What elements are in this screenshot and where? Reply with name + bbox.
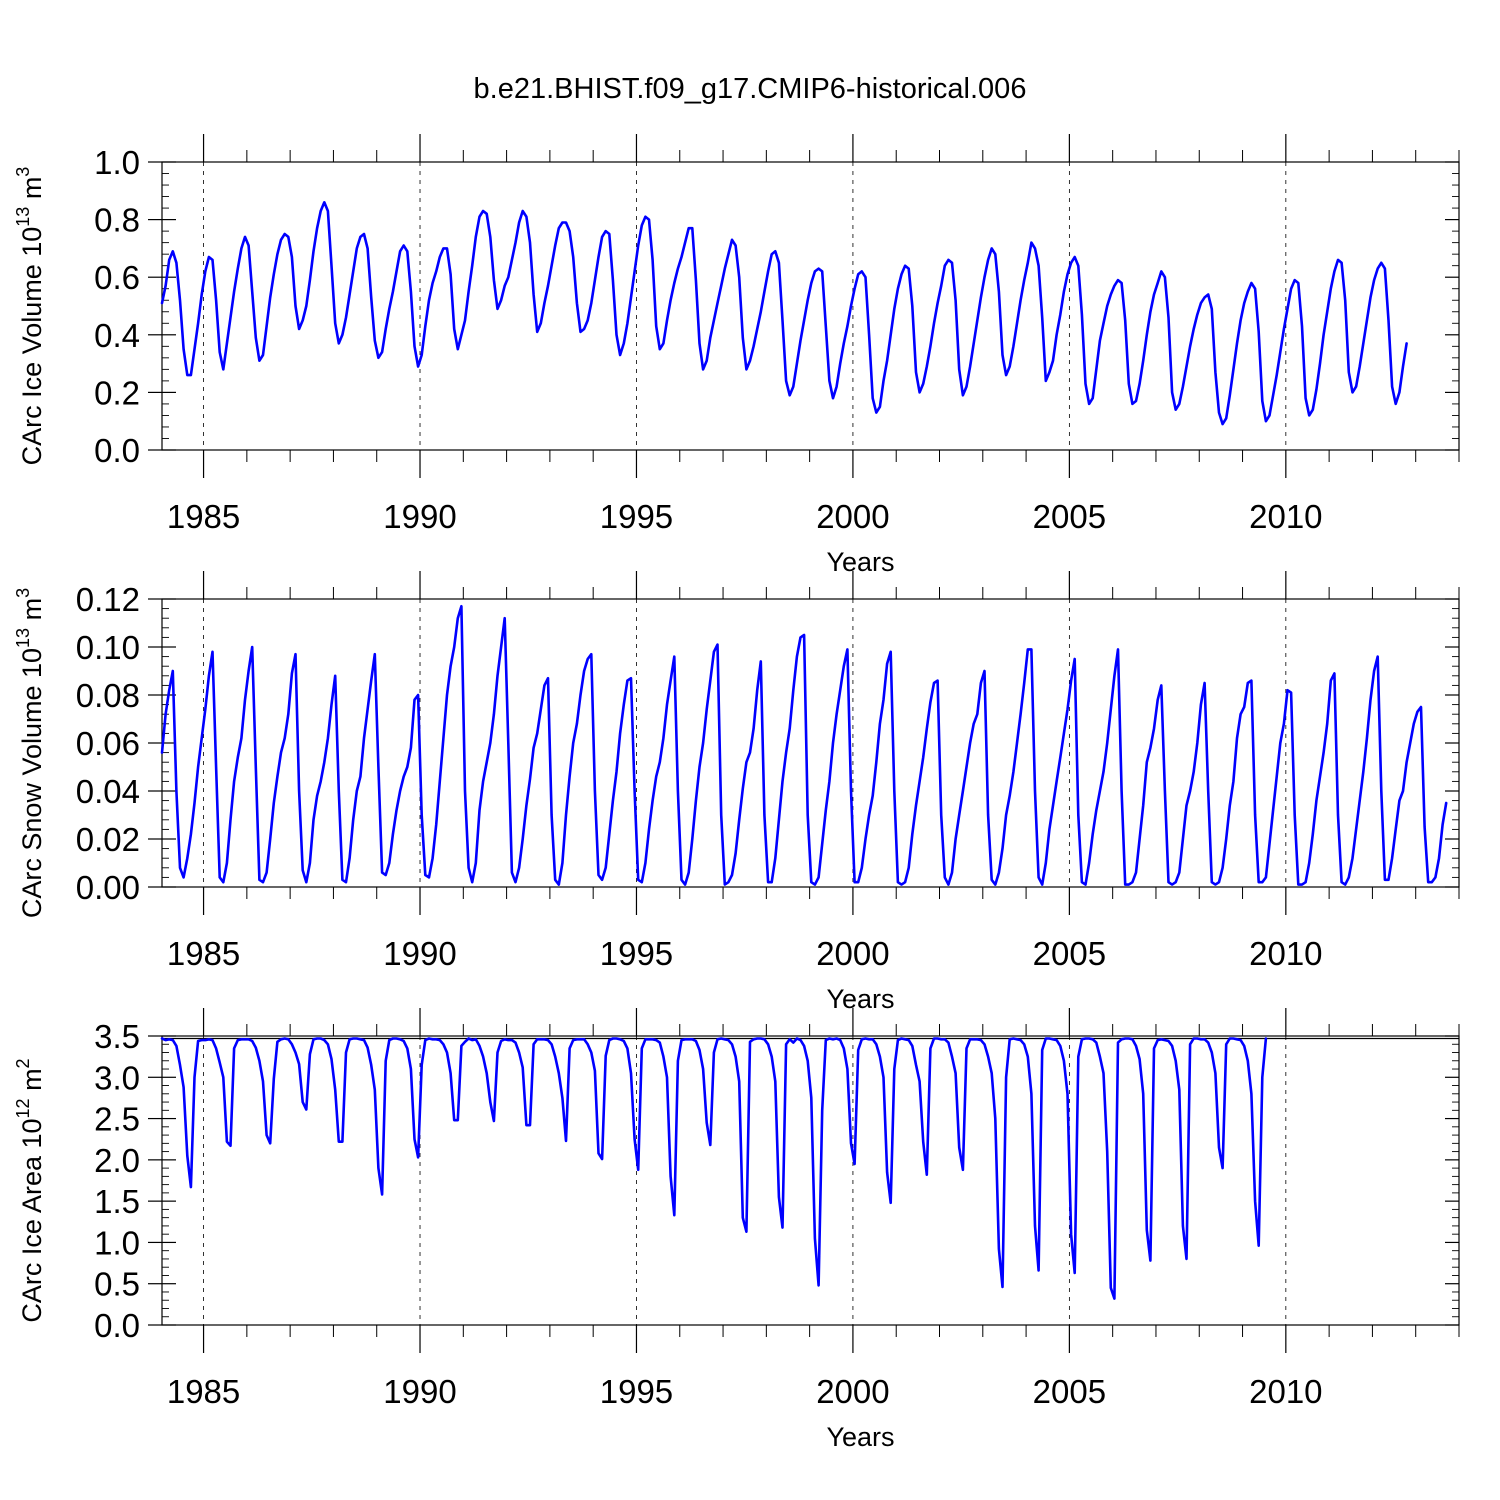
y-axis-label-superscript: 12 bbox=[13, 1098, 33, 1118]
x-tick-label: 1985 bbox=[167, 498, 240, 535]
y-axis-label-superscript: 13 bbox=[13, 628, 33, 648]
x-tick-label: 1990 bbox=[383, 498, 456, 535]
y-tick-label: 0.08 bbox=[76, 677, 140, 714]
series-line-ice-area bbox=[160, 1037, 1268, 1300]
x-tick-label: 1995 bbox=[600, 935, 673, 972]
y-tick-label: 0.02 bbox=[76, 821, 140, 858]
x-tick-label: 2005 bbox=[1033, 1373, 1106, 1410]
y-tick-label: 0.0 bbox=[94, 1307, 140, 1344]
y-tick-label: 3.5 bbox=[94, 1018, 140, 1055]
y-tick-label: 1.0 bbox=[94, 1224, 140, 1261]
y-axis-label-text: m bbox=[17, 177, 47, 207]
y-axis-label-text: m bbox=[17, 1068, 47, 1098]
x-tick-label: 2005 bbox=[1033, 498, 1106, 535]
y-tick-label: 0.0 bbox=[94, 432, 140, 469]
x-axis-label: Years bbox=[826, 984, 894, 1014]
plot-frame bbox=[161, 1035, 1460, 1326]
x-axis-label: Years bbox=[826, 547, 894, 577]
y-tick-label: 0.4 bbox=[94, 317, 140, 354]
y-tick-label: 0.04 bbox=[76, 773, 140, 810]
y-axis-label-text: m bbox=[17, 598, 47, 628]
y-tick-label: 1.0 bbox=[94, 144, 140, 181]
y-axis-label-superscript: 3 bbox=[13, 167, 33, 177]
y-axis-label: CArc Ice Area 1012 m2 bbox=[13, 1058, 47, 1322]
y-axis-label-superscript: 3 bbox=[13, 588, 33, 598]
x-tick-label: 2000 bbox=[816, 1373, 889, 1410]
chart-panel-1: 1985 1990 1995 2000 2005 2010 0.0 0.2 0.4 0.6 0.8 1… bbox=[13, 134, 1460, 577]
y-axis-label: CArc Snow Volume 1013 m3 bbox=[13, 588, 47, 918]
y-tick-label: 0.8 bbox=[94, 202, 140, 239]
y-tick-label: 0.6 bbox=[94, 259, 140, 296]
series-line-snow-volume bbox=[160, 604, 1448, 886]
y-tick-label: 2.0 bbox=[94, 1142, 140, 1179]
x-tick-label: 1990 bbox=[383, 935, 456, 972]
y-tick-label: 3.0 bbox=[94, 1059, 140, 1096]
x-tick-label: 2010 bbox=[1249, 1373, 1322, 1410]
y-tick-label: 0.5 bbox=[94, 1266, 140, 1303]
x-tick-label: 1995 bbox=[600, 498, 673, 535]
panels: 1985 1990 1995 2000 2005 2010 0.0 0.2 0.4 0.6 0.8 1… bbox=[13, 134, 1460, 1452]
y-axis-label-text: CArc Ice Area 10 bbox=[17, 1118, 47, 1322]
x-axis-label: Years bbox=[826, 1422, 894, 1452]
x-tick-label: 2000 bbox=[816, 498, 889, 535]
x-tick-label: 1985 bbox=[167, 935, 240, 972]
y-tick-label: 1.5 bbox=[94, 1183, 140, 1220]
chart-panel-3: 1985 1990 1995 2000 2005 2010 0.0 0.5 1.0 1.5 2.0 2… bbox=[13, 1008, 1460, 1452]
series-line-ice-volume bbox=[160, 201, 1408, 426]
y-axis-label: CArc Ice Volume 1013 m3 bbox=[13, 167, 47, 466]
y-tick-label: 0.06 bbox=[76, 725, 140, 762]
chart-panel-2: 1985 1990 1995 2000 2005 2010 0.00 0.02 0.04 0.06… bbox=[13, 571, 1460, 1014]
x-tick-label: 1990 bbox=[383, 1373, 456, 1410]
plot-frame bbox=[161, 161, 1460, 451]
y-tick-label: 2.5 bbox=[94, 1101, 140, 1138]
y-tick-label: 0.10 bbox=[76, 629, 140, 666]
y-axis-label-text: CArc Snow Volume 10 bbox=[17, 648, 47, 918]
y-axis-label-text: CArc Ice Volume 10 bbox=[17, 227, 47, 466]
x-tick-label: 1985 bbox=[167, 1373, 240, 1410]
y-axis-label-superscript: 13 bbox=[13, 207, 33, 227]
x-tick-label: 2000 bbox=[816, 935, 889, 972]
x-tick-label: 1995 bbox=[600, 1373, 673, 1410]
x-tick-label: 2010 bbox=[1249, 935, 1322, 972]
figure-title: b.e21.BHIST.f09_g17.CMIP6-historical.006 bbox=[474, 73, 1027, 105]
y-tick-label: 0.00 bbox=[76, 869, 140, 906]
x-tick-label: 2010 bbox=[1249, 498, 1322, 535]
y-axis-label-superscript: 2 bbox=[13, 1058, 33, 1068]
x-tick-label: 2005 bbox=[1033, 935, 1106, 972]
y-tick-label: 0.12 bbox=[76, 581, 140, 618]
y-tick-label: 0.2 bbox=[94, 374, 140, 411]
